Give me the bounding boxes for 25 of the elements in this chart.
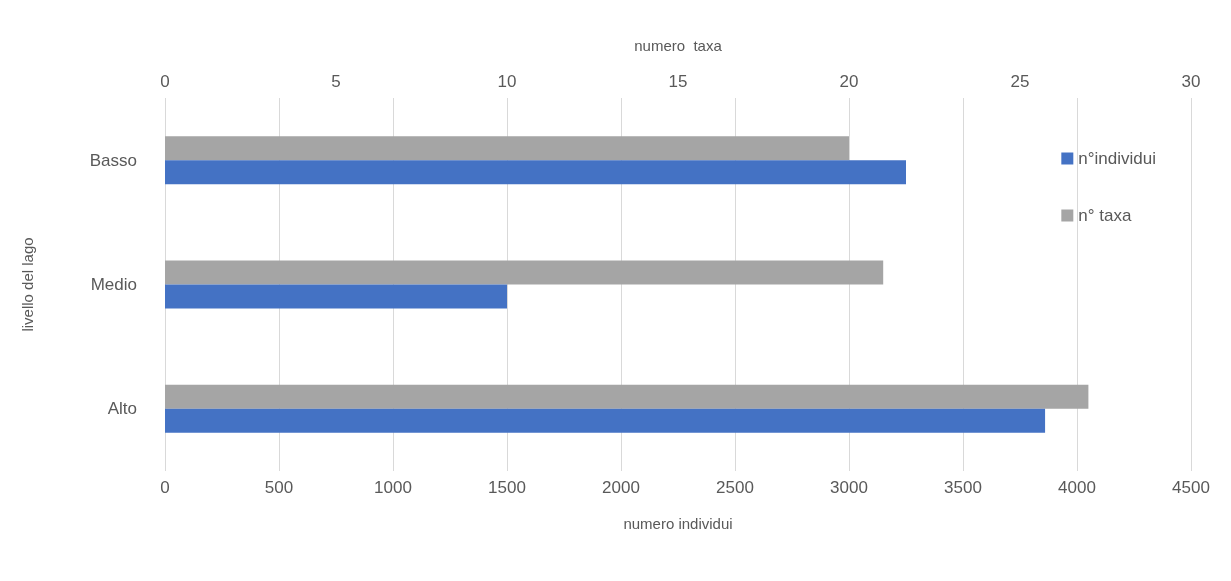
x2-tick-label: 0: [160, 72, 170, 91]
y-tick-label: Medio: [90, 275, 137, 294]
y-axis-title: livello del lago: [19, 237, 36, 332]
x-tick-label: 0: [160, 478, 170, 497]
legend-label: n°individui: [1078, 149, 1157, 168]
x2-tick-label: 15: [668, 72, 688, 91]
x2-tick-label: 5: [331, 72, 341, 91]
x2-tick-label: 10: [497, 72, 517, 91]
x-tick-label: 4000: [1058, 478, 1096, 497]
x2-tick-label: 20: [839, 72, 859, 91]
x-tick-label: 1000: [374, 478, 412, 497]
x-tick-label: 3500: [944, 478, 982, 497]
y-tick-label: Basso: [89, 150, 137, 170]
x-tick-label: 2500: [716, 478, 754, 497]
x-tick-label: 1500: [488, 478, 526, 497]
x2-tick-label: 25: [1010, 72, 1030, 91]
x-tick-label: 500: [264, 478, 294, 497]
x2-axis-title: numero taxa: [634, 37, 723, 54]
x-tick-label: 3000: [830, 478, 868, 497]
legend-label: n° taxa: [1078, 206, 1132, 225]
x2-tick-label: 30: [1181, 72, 1201, 91]
x-axis-title: numero individui: [623, 515, 733, 532]
y-tick-label: Alto: [107, 399, 137, 419]
x-tick-label: 4500: [1172, 478, 1210, 497]
x-tick-label: 2000: [602, 478, 640, 497]
